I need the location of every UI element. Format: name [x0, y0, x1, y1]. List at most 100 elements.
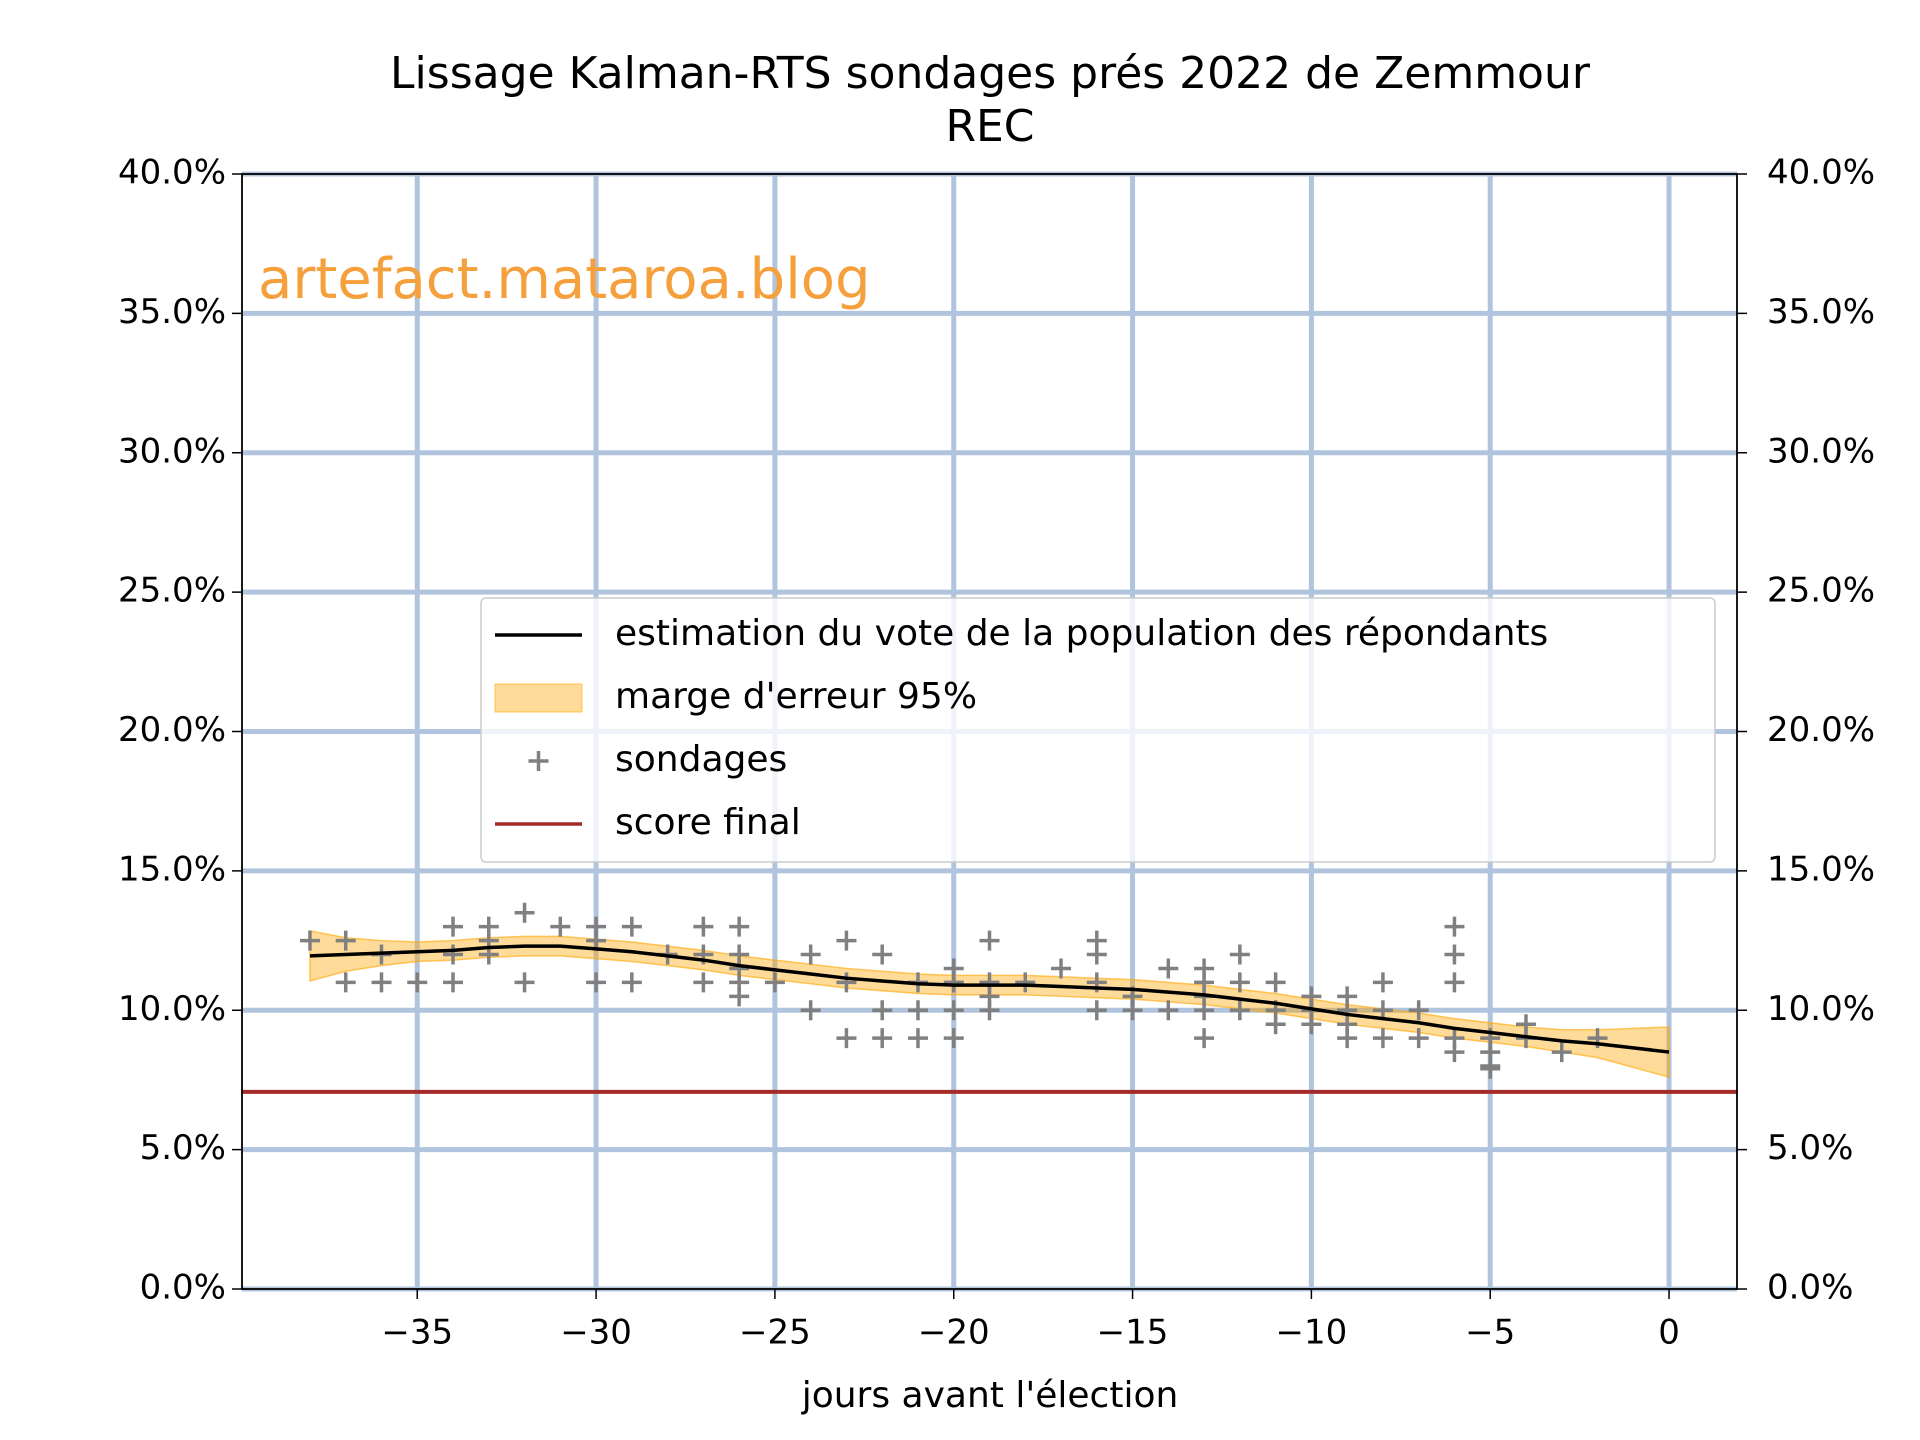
legend-swatch	[528, 751, 549, 771]
x-tick-label: −30	[560, 1313, 632, 1353]
poll-marker	[979, 1000, 1000, 1021]
y-tick-label: 20.0%	[118, 710, 226, 750]
poll-marker	[299, 930, 320, 951]
y2-tick-label: 35.0%	[1767, 292, 1875, 332]
x-tick-label: −5	[1465, 1313, 1515, 1353]
poll-marker	[943, 1028, 964, 1049]
poll-marker	[443, 944, 464, 965]
y2-tick-label: 25.0%	[1767, 571, 1875, 611]
poll-marker	[836, 930, 857, 951]
chart-title: REC	[945, 101, 1034, 152]
legend-box	[480, 597, 1716, 863]
axes-frame	[241, 173, 1738, 1290]
poll-marker	[1480, 1058, 1501, 1079]
poll-marker	[1444, 972, 1465, 993]
poll-marker	[1408, 1028, 1429, 1049]
x-tick-label: −10	[1276, 1313, 1348, 1353]
poll-marker	[872, 1000, 893, 1021]
poll-marker	[1158, 1000, 1179, 1021]
poll-marker	[1229, 944, 1250, 965]
estimate-line	[309, 944, 1670, 1054]
poll-marker	[729, 986, 750, 1007]
poll-marker	[729, 916, 750, 937]
poll-marker	[1229, 972, 1250, 993]
y2-tick-label: 15.0%	[1767, 849, 1875, 889]
poll-marker	[1444, 916, 1465, 937]
poll-marker	[693, 916, 714, 937]
poll-marker	[1408, 1000, 1429, 1021]
poll-marker	[907, 1028, 928, 1049]
poll-marker	[335, 930, 356, 951]
poll-marker	[943, 1000, 964, 1021]
x-tick-label: −35	[381, 1313, 453, 1353]
poll-marker	[872, 944, 893, 965]
poll-marker	[550, 916, 571, 937]
y2-tick-label: 40.0%	[1767, 153, 1875, 193]
poll-marker	[1122, 1000, 1143, 1021]
poll-marker	[1301, 1014, 1322, 1035]
poll-marker	[1086, 1000, 1107, 1021]
y-tick-label: 5.0%	[140, 1128, 226, 1168]
poll-marker	[693, 972, 714, 993]
poll-marker	[1337, 1028, 1358, 1049]
poll-marker	[407, 972, 428, 993]
poll-marker	[836, 972, 857, 993]
y2-tick-label: 5.0%	[1767, 1128, 1853, 1168]
legend-label: score final	[615, 802, 801, 843]
poll-marker	[800, 944, 821, 965]
poll-marker	[514, 902, 535, 923]
poll-marker	[371, 972, 392, 993]
poll-marker	[1194, 1028, 1215, 1049]
poll-marker	[1086, 944, 1107, 965]
poll-marker	[1194, 1000, 1215, 1021]
y2-tick-label: 10.0%	[1767, 989, 1875, 1029]
poll-marker	[836, 1028, 857, 1049]
x-axis-label: jours avant l'élection	[801, 1375, 1179, 1416]
poll-marker	[1551, 1042, 1572, 1063]
chart-title: Lissage Kalman-RTS sondages prés 2022 de…	[390, 48, 1591, 99]
poll-marker	[1444, 944, 1465, 965]
x-tick-label: −15	[1097, 1313, 1169, 1353]
poll-marker	[1229, 1000, 1250, 1021]
legend-label: sondages	[615, 739, 787, 780]
poll-marker	[764, 972, 785, 993]
plot-area	[242, 902, 1737, 1094]
x-tick-label: −25	[739, 1313, 811, 1353]
legend-label: estimation du vote de la population des …	[615, 613, 1548, 654]
poll-marker	[621, 916, 642, 937]
poll-marker	[1158, 958, 1179, 979]
poll-marker	[621, 972, 642, 993]
poll-marker	[872, 1028, 893, 1049]
y2-tick-label: 20.0%	[1767, 710, 1875, 750]
poll-marker	[1265, 972, 1286, 993]
poll-marker	[1372, 972, 1393, 993]
poll-marker	[1372, 1028, 1393, 1049]
poll-marker	[586, 972, 607, 993]
poll-marker	[1015, 972, 1036, 993]
poll-marker	[800, 1000, 821, 1021]
poll-marker	[514, 972, 535, 993]
y-tick-label: 30.0%	[118, 431, 226, 471]
y-tick-label: 0.0%	[140, 1268, 226, 1308]
y2-tick-label: 0.0%	[1767, 1268, 1853, 1308]
y-tick-label: 15.0%	[118, 849, 226, 889]
poll-marker	[1444, 1042, 1465, 1063]
legend-swatch	[494, 683, 583, 713]
poll-marker	[443, 916, 464, 937]
y-tick-label: 35.0%	[118, 292, 226, 332]
legend-label: marge d'erreur 95%	[615, 676, 977, 717]
poll-marker	[943, 972, 964, 993]
y-tick-label: 25.0%	[118, 571, 226, 611]
poll-marker	[335, 972, 356, 993]
y-tick-label: 10.0%	[118, 989, 226, 1029]
y-tick-label: 40.0%	[118, 153, 226, 193]
y2-tick-label: 30.0%	[1767, 431, 1875, 471]
x-tick-label: −20	[918, 1313, 990, 1353]
watermark: artefact.mataroa.blog	[258, 247, 871, 312]
poll-marker	[979, 930, 1000, 951]
poll-marker	[443, 972, 464, 993]
poll-marker	[1051, 958, 1072, 979]
poll-marker	[907, 1000, 928, 1021]
